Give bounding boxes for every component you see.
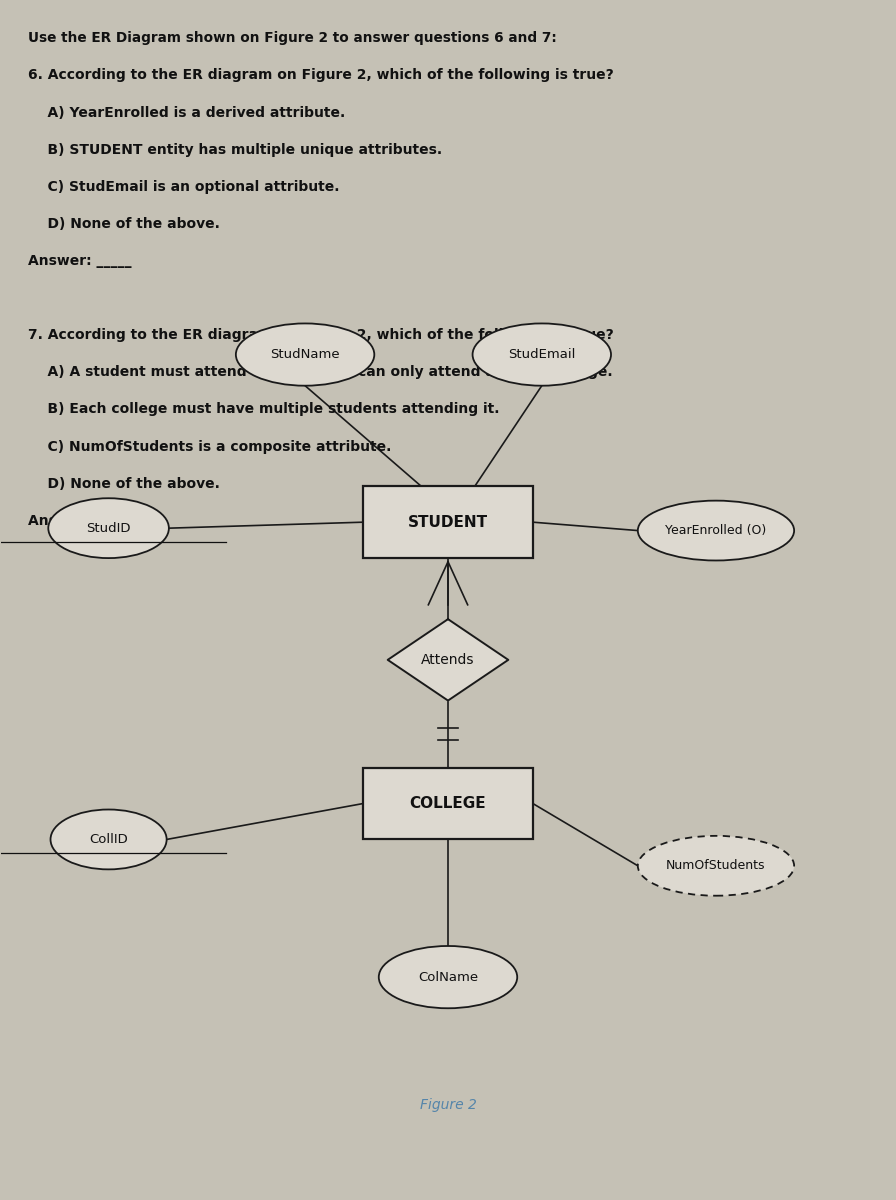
Ellipse shape <box>638 500 794 560</box>
Text: D) None of the above.: D) None of the above. <box>28 476 220 491</box>
Ellipse shape <box>638 836 794 895</box>
Text: C) StudEmail is an optional attribute.: C) StudEmail is an optional attribute. <box>28 180 340 193</box>
Ellipse shape <box>472 324 611 385</box>
Ellipse shape <box>50 810 167 869</box>
Text: B) STUDENT entity has multiple unique attributes.: B) STUDENT entity has multiple unique at… <box>28 143 443 157</box>
Text: Figure 2: Figure 2 <box>419 1098 477 1112</box>
Text: StudName: StudName <box>271 348 340 361</box>
Text: 7. According to the ER diagram on Figure 2, which of the following is true?: 7. According to the ER diagram on Figure… <box>28 329 614 342</box>
Text: A) YearEnrolled is a derived attribute.: A) YearEnrolled is a derived attribute. <box>28 106 346 120</box>
Text: A) A student must attend a college but can only attend a single college.: A) A student must attend a college but c… <box>28 365 613 379</box>
Text: COLLEGE: COLLEGE <box>409 796 487 811</box>
Text: NumOfStudents: NumOfStudents <box>667 859 766 872</box>
Text: StudID: StudID <box>86 522 131 535</box>
Bar <box>363 486 533 558</box>
Text: C) NumOfStudents is a composite attribute.: C) NumOfStudents is a composite attribut… <box>28 439 392 454</box>
Text: Attends: Attends <box>421 653 475 667</box>
Polygon shape <box>388 619 508 701</box>
Ellipse shape <box>379 946 517 1008</box>
Ellipse shape <box>48 498 168 558</box>
Text: Answer: _____: Answer: _____ <box>28 514 132 528</box>
Bar <box>363 768 533 840</box>
Text: 6. According to the ER diagram on Figure 2, which of the following is true?: 6. According to the ER diagram on Figure… <box>28 68 614 83</box>
Text: ColName: ColName <box>418 971 478 984</box>
Text: D) None of the above.: D) None of the above. <box>28 217 220 230</box>
Text: Answer: _____: Answer: _____ <box>28 254 132 268</box>
Text: CollID: CollID <box>90 833 128 846</box>
Ellipse shape <box>236 324 375 385</box>
Text: YearEnrolled (O): YearEnrolled (O) <box>666 524 767 538</box>
Text: STUDENT: STUDENT <box>408 515 488 529</box>
Text: Use the ER Diagram shown on Figure 2 to answer questions 6 and 7:: Use the ER Diagram shown on Figure 2 to … <box>28 31 557 46</box>
Text: B) Each college must have multiple students attending it.: B) Each college must have multiple stude… <box>28 402 500 416</box>
Text: StudEmail: StudEmail <box>508 348 575 361</box>
